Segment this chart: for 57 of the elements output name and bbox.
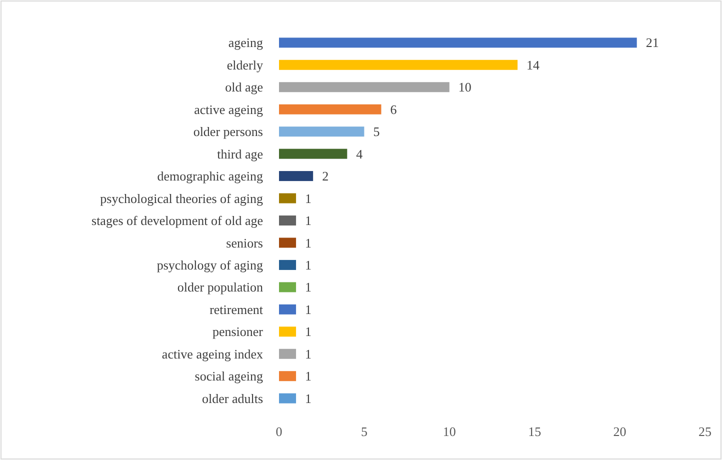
x-tick-label: 0 (276, 424, 282, 439)
data-label: 10 (458, 80, 472, 95)
y-tick-label: seniors (226, 235, 263, 250)
data-label: 1 (305, 324, 312, 340)
data-label: 1 (305, 190, 312, 206)
y-tick-label: demographic ageing (157, 168, 264, 184)
bar (279, 126, 364, 137)
data-label: 1 (305, 368, 312, 384)
y-tick-label: active ageing (194, 102, 264, 117)
data-label: 1 (305, 235, 312, 250)
bar (279, 60, 518, 70)
bar (279, 171, 314, 182)
bar (279, 38, 637, 48)
bar (279, 193, 296, 204)
data-label: 1 (305, 390, 312, 406)
data-label: 4 (356, 146, 364, 162)
bar (279, 148, 348, 159)
data-label: 1 (305, 346, 312, 362)
y-tick-label: active ageing index (162, 346, 264, 362)
y-tick-label: third age (217, 146, 264, 162)
y-tick-label: psychological theories of aging (100, 190, 264, 206)
bar (279, 82, 450, 92)
x-tick-label: 25 (698, 424, 712, 439)
bar (279, 371, 296, 382)
y-tick-label: older adults (202, 390, 263, 406)
y-tick-label: psychology of aging (156, 258, 264, 273)
data-label: 21 (646, 35, 659, 50)
bar (279, 304, 296, 314)
x-tick-label: 15 (528, 424, 542, 439)
bar (279, 393, 296, 404)
bar (279, 326, 296, 337)
bar (279, 104, 382, 114)
data-label: 1 (305, 302, 312, 317)
bar (279, 348, 296, 359)
y-tick-label: older population (177, 280, 264, 295)
bar (279, 282, 296, 292)
y-tick-label: pensioner (212, 324, 264, 340)
y-tick-label: older persons (193, 124, 263, 140)
y-tick-label: social ageing (194, 368, 264, 384)
bar (279, 216, 296, 226)
y-tick-label: elderly (226, 57, 264, 72)
data-label: 6 (390, 102, 398, 117)
x-tick-label: 10 (442, 424, 456, 439)
data-label: 1 (305, 213, 312, 228)
y-tick-label: stages of development of old age (92, 213, 264, 228)
y-tick-label: ageing (228, 35, 264, 50)
y-tick-label: retirement (210, 302, 264, 317)
x-tick-label: 20 (613, 424, 626, 439)
bar (279, 238, 296, 248)
data-label: 2 (322, 168, 329, 184)
y-tick-label: old age (225, 80, 264, 95)
data-label: 5 (373, 124, 380, 140)
x-tick-label: 5 (360, 424, 368, 439)
bar (279, 260, 296, 270)
data-label: 1 (305, 280, 312, 295)
data-label: 14 (526, 57, 540, 72)
data-label: 1 (305, 258, 312, 273)
